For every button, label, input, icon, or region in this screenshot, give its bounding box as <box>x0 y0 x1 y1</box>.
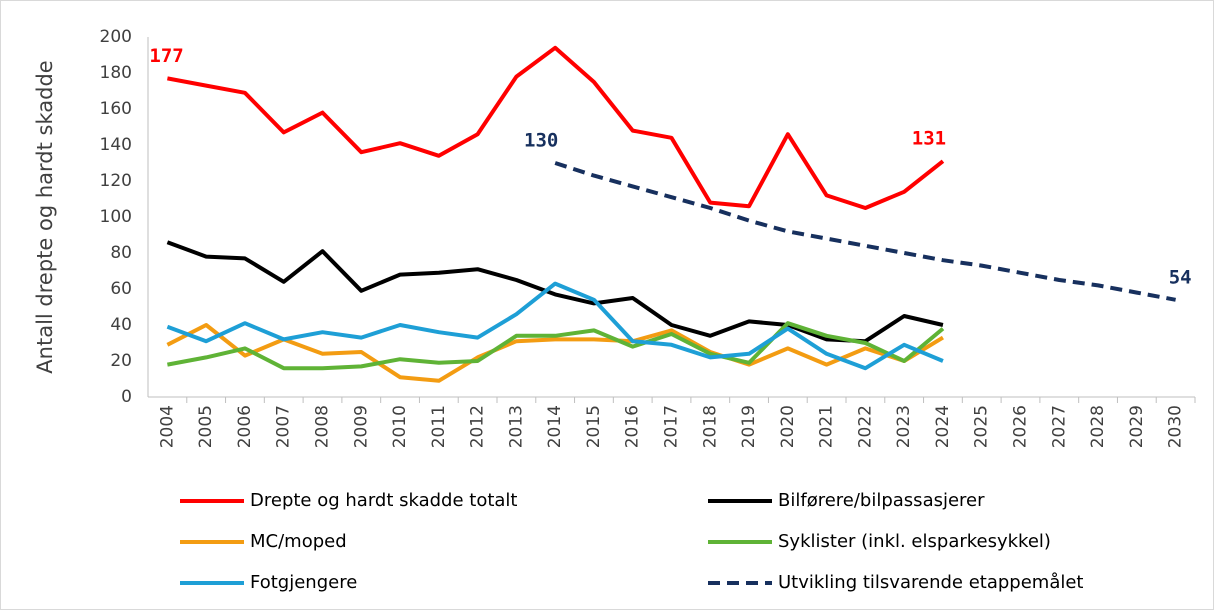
x-tick-label: 2006 <box>235 405 255 448</box>
x-tick-label: 2014 <box>545 405 565 448</box>
x-tick-label: 2012 <box>468 405 488 448</box>
series-line <box>167 321 945 371</box>
series-line <box>166 240 944 344</box>
x-tick-label: 2022 <box>855 405 875 448</box>
x-tick-label: 2018 <box>700 405 720 448</box>
legend-label: Utvikling tilsvarende etappemålet <box>778 572 1083 593</box>
x-tick-label: 2027 <box>1049 405 1069 448</box>
x-tick-label: 2009 <box>351 405 371 448</box>
x-tick-label: 2008 <box>313 405 333 448</box>
series-line <box>166 323 944 383</box>
x-tick-label: 2021 <box>817 405 837 448</box>
legend-label: Syklister (inkl. elsparkesykkel) <box>778 531 1051 552</box>
x-tick-label: 2020 <box>778 405 798 448</box>
x-tick-label: 2023 <box>894 405 914 448</box>
x-tick-label: 2004 <box>157 405 177 448</box>
y-tick-label: 180 <box>100 63 132 83</box>
x-tick-label: 2026 <box>1011 405 1031 448</box>
x-tick-label: 2016 <box>623 405 643 448</box>
x-tick-label: 2015 <box>584 405 604 448</box>
series-line <box>166 281 944 371</box>
y-tick-label: 100 <box>100 207 132 227</box>
x-tick-label: 2007 <box>274 405 294 448</box>
legend-label: MC/moped <box>250 531 347 552</box>
legend-label: Bilførere/bilpassasjerer <box>778 490 985 511</box>
y-tick-label: 120 <box>100 171 132 191</box>
x-tick-label: 2011 <box>429 405 449 448</box>
data-label: 177 <box>149 45 183 67</box>
x-tick-label: 2028 <box>1088 405 1108 448</box>
data-label: 130 <box>524 130 558 152</box>
x-tick-label: 2025 <box>972 405 992 448</box>
data-label: 131 <box>912 128 946 150</box>
data-label: 54 <box>1169 266 1192 288</box>
y-tick-label: 200 <box>100 27 132 47</box>
x-tick-label: 2013 <box>506 405 526 448</box>
legend-label: Fotgjengere <box>250 572 357 593</box>
y-tick-label: 80 <box>110 243 132 263</box>
y-axis-title: Antall drepte og hardt skadde <box>33 60 57 373</box>
x-tick-label: 2019 <box>739 405 759 448</box>
x-tick-label: 2029 <box>1127 405 1147 448</box>
legend-label: Drepte og hardt skadde totalt <box>250 490 518 511</box>
x-tick-label: 2005 <box>196 405 216 448</box>
y-tick-label: 40 <box>110 315 132 335</box>
x-tick-label: 2017 <box>662 405 682 448</box>
y-tick-label: 140 <box>100 135 132 155</box>
series-line <box>167 45 945 210</box>
y-tick-label: 0 <box>121 387 132 407</box>
y-tick-label: 160 <box>100 99 132 119</box>
x-tick-label: 2010 <box>390 405 410 448</box>
x-tick-label: 2030 <box>1166 405 1186 448</box>
y-tick-label: 20 <box>110 351 132 371</box>
x-tick-label: 2024 <box>933 405 953 448</box>
y-tick-label: 60 <box>110 279 132 299</box>
